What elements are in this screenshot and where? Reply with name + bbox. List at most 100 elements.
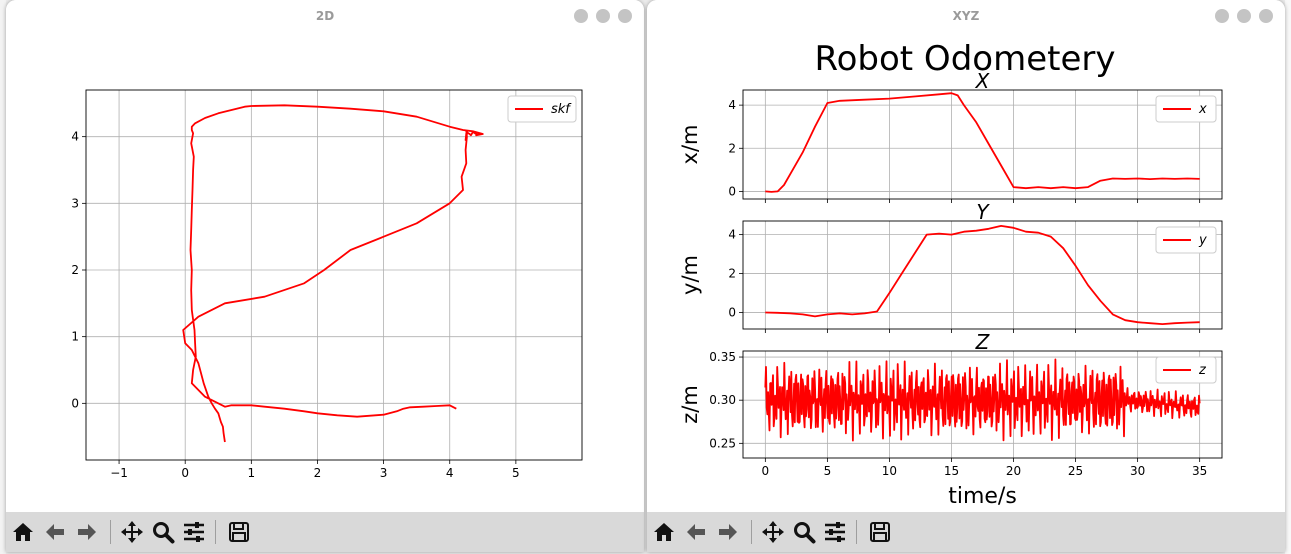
toolbar-separator: [110, 520, 111, 544]
y-tick-label: 0.25: [709, 436, 736, 450]
y-axis-label: x/m: [678, 125, 702, 165]
trajectory-line: [182, 104, 484, 443]
configure-subplots-button[interactable]: [180, 518, 208, 546]
navigation-toolbar: [6, 512, 644, 552]
forward-icon: [78, 524, 96, 540]
x-tick-label: 25: [1068, 464, 1083, 478]
back-icon: [687, 524, 705, 540]
close-button[interactable]: [1259, 9, 1273, 23]
background-window-edge: [0, 0, 6, 554]
figure-title: Robot Odometery: [815, 39, 1116, 79]
zoom-icon: [153, 522, 175, 544]
pan-button[interactable]: [118, 518, 146, 546]
configure-subplots-icon: [825, 522, 845, 542]
x-tick-label: 30: [1130, 464, 1145, 478]
minimize-button[interactable]: [1215, 9, 1229, 23]
home-icon: [13, 523, 33, 541]
y-tick-label: 1: [71, 330, 79, 344]
axes-frame: [742, 350, 1223, 459]
x-tick-label: 1: [248, 466, 256, 480]
legend: skf: [507, 95, 577, 123]
y-tick-label: 2: [728, 267, 736, 281]
maximize-button[interactable]: [1237, 9, 1251, 23]
save-icon: [870, 522, 890, 542]
toolbar-separator: [856, 520, 857, 544]
home-icon: [654, 523, 674, 541]
subplot-title: Y: [976, 200, 990, 224]
window-title: XYZ: [952, 9, 980, 23]
legend-label: x: [1198, 102, 1207, 117]
x-tick-label: 0: [181, 466, 189, 480]
axes-background: [86, 90, 582, 460]
zoom-button[interactable]: [149, 518, 177, 546]
zoom-button[interactable]: [790, 518, 818, 546]
x-tick-label: 20: [1006, 464, 1021, 478]
titlebar[interactable]: 2D: [6, 0, 644, 32]
y-tick-label: 4: [728, 98, 736, 112]
pan-button[interactable]: [759, 518, 787, 546]
series-line-y: [765, 224, 1200, 326]
legend: z: [1155, 356, 1217, 384]
forward-button[interactable]: [714, 518, 742, 546]
forward-button[interactable]: [73, 518, 101, 546]
home-button[interactable]: [9, 518, 37, 546]
y-tick-label: 2: [728, 141, 736, 155]
axes-background: [743, 90, 1222, 199]
y-tick-label: 0: [728, 305, 736, 319]
legend-label: skf: [551, 102, 572, 117]
axes-frame: [85, 89, 583, 461]
navigation-toolbar: [647, 512, 1285, 552]
x-axis-label: time/s: [948, 484, 1017, 509]
x-tick-label: 5: [824, 464, 832, 478]
y-tick-label: 4: [71, 130, 79, 144]
legend: y: [1155, 226, 1217, 254]
toolbar-separator: [751, 520, 752, 544]
y-tick-label: 0.30: [709, 393, 736, 407]
toolbar-separator: [215, 520, 216, 544]
x-tick-label: 10: [882, 464, 897, 478]
y-tick-label: 4: [728, 228, 736, 242]
back-button[interactable]: [682, 518, 710, 546]
plot-2d[interactable]: −1 0 1 2 3 4 5 0 1 2 3 4 skf: [6, 32, 644, 512]
y-tick-label: 0.35: [709, 350, 736, 364]
y-tick-label: 0: [728, 184, 736, 198]
configure-subplots-button[interactable]: [821, 518, 849, 546]
save-button[interactable]: [866, 518, 894, 546]
axes-frame: [742, 89, 1223, 200]
y-axis-label: y/m: [678, 255, 702, 295]
subplot-title: Z: [975, 330, 991, 354]
x-tick-label: 2: [314, 466, 322, 480]
y-tick-label: 3: [71, 196, 79, 210]
series-line-z: [764, 358, 1201, 442]
x-tick-label: 0: [762, 464, 770, 478]
plot-xyz[interactable]: Robot Odometery 0 2 4 Xx/m x 0 2 4 Yy/m y 0 5 10 15 20 2…: [647, 32, 1285, 512]
back-icon: [46, 524, 64, 540]
x-tick-label: −1: [110, 466, 128, 480]
pan-icon: [762, 521, 784, 543]
minimize-button[interactable]: [574, 9, 588, 23]
y-tick-label: 2: [71, 263, 79, 277]
close-button[interactable]: [618, 9, 632, 23]
pan-icon: [121, 521, 143, 543]
axes-background: [743, 221, 1222, 329]
axes-frame: [742, 220, 1223, 330]
background-window-edge: [1285, 0, 1291, 554]
home-button[interactable]: [650, 518, 678, 546]
window-2d[interactable]: 2D −1 0 1 2 3 4 5 0 1 2 3 4 skf: [6, 0, 644, 552]
save-icon: [229, 522, 249, 542]
save-button[interactable]: [225, 518, 253, 546]
maximize-button[interactable]: [596, 9, 610, 23]
back-button[interactable]: [41, 518, 69, 546]
x-tick-label: 5: [512, 466, 520, 480]
x-tick-label: 3: [380, 466, 388, 480]
window-title: 2D: [315, 9, 335, 23]
y-tick-label: 0: [71, 396, 79, 410]
titlebar[interactable]: XYZ: [647, 0, 1285, 32]
zoom-icon: [794, 522, 816, 544]
subplot-title: X: [975, 69, 991, 93]
legend-label: y: [1198, 233, 1207, 248]
configure-subplots-icon: [184, 522, 204, 542]
x-tick-label: 4: [446, 466, 454, 480]
